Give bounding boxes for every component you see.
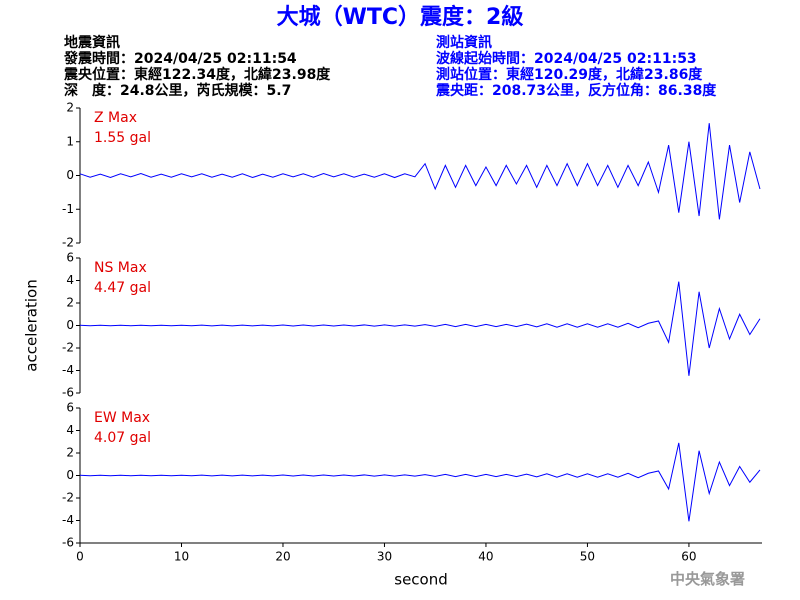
y-tick-label: 2: [66, 446, 74, 460]
annotation: 4.47 gal: [94, 280, 151, 296]
header-line: 深 度：24.8公里，芮氏規模：5.7: [64, 82, 291, 99]
x-tick-label: 40: [478, 550, 493, 564]
y-tick-label: -2: [62, 236, 74, 250]
header-line: 測站資訊: [436, 34, 492, 51]
waveform: [79, 281, 761, 376]
y-tick-label: 4: [66, 273, 74, 287]
y-tick-label: 4: [66, 423, 74, 437]
header-line: 測站位置：東經120.29度，北緯23.86度: [436, 66, 703, 83]
chart-title: 大城（WTC）震度：2級: [277, 4, 524, 30]
y-tick-label: 6: [66, 251, 74, 265]
y-tick-label: 2: [66, 296, 74, 310]
header-line: 震央位置：東經122.34度，北緯23.98度: [63, 66, 331, 83]
y-tick-label: 0: [66, 318, 74, 332]
x-axis-label: second: [394, 571, 448, 589]
y-axis-label: acceleration: [23, 279, 41, 371]
waveform: [79, 123, 761, 220]
y-tick-label: 6: [66, 401, 74, 415]
x-tick-label: 20: [275, 550, 290, 564]
y-tick-label: 0: [66, 168, 74, 182]
y-tick-label: -4: [62, 513, 74, 527]
x-tick-label: 10: [174, 550, 189, 564]
x-tick-label: 60: [681, 550, 696, 564]
header-line: 地震資訊: [64, 34, 120, 51]
y-tick-label: -2: [62, 341, 74, 355]
header-line: 震央距：208.73公里，反方位角：86.38度: [435, 82, 717, 99]
y-tick-label: -6: [62, 386, 74, 400]
y-tick-label: 1: [66, 134, 74, 148]
y-tick-label: -4: [62, 363, 74, 377]
header-line: 發震時間：2024/04/25 02:11:54: [63, 50, 297, 67]
annotation: 1.55 gal: [94, 130, 151, 146]
x-tick-label: 0: [76, 550, 84, 564]
annotation: 4.07 gal: [94, 430, 151, 446]
y-tick-label: -1: [62, 202, 74, 216]
waveform: [79, 442, 761, 522]
annotation: Z Max: [94, 110, 137, 126]
footer: 中央氣象署: [670, 570, 745, 588]
y-tick-label: 0: [66, 468, 74, 482]
y-tick-label: -2: [62, 491, 74, 505]
annotation: EW Max: [94, 410, 150, 426]
x-tick-label: 30: [377, 550, 392, 564]
y-tick-label: -6: [62, 536, 74, 550]
y-tick-label: 2: [66, 101, 74, 115]
header-line: 波線起始時間：2024/04/25 02:11:53: [436, 50, 697, 67]
x-tick-label: 50: [580, 550, 595, 564]
annotation: NS Max: [94, 260, 147, 276]
